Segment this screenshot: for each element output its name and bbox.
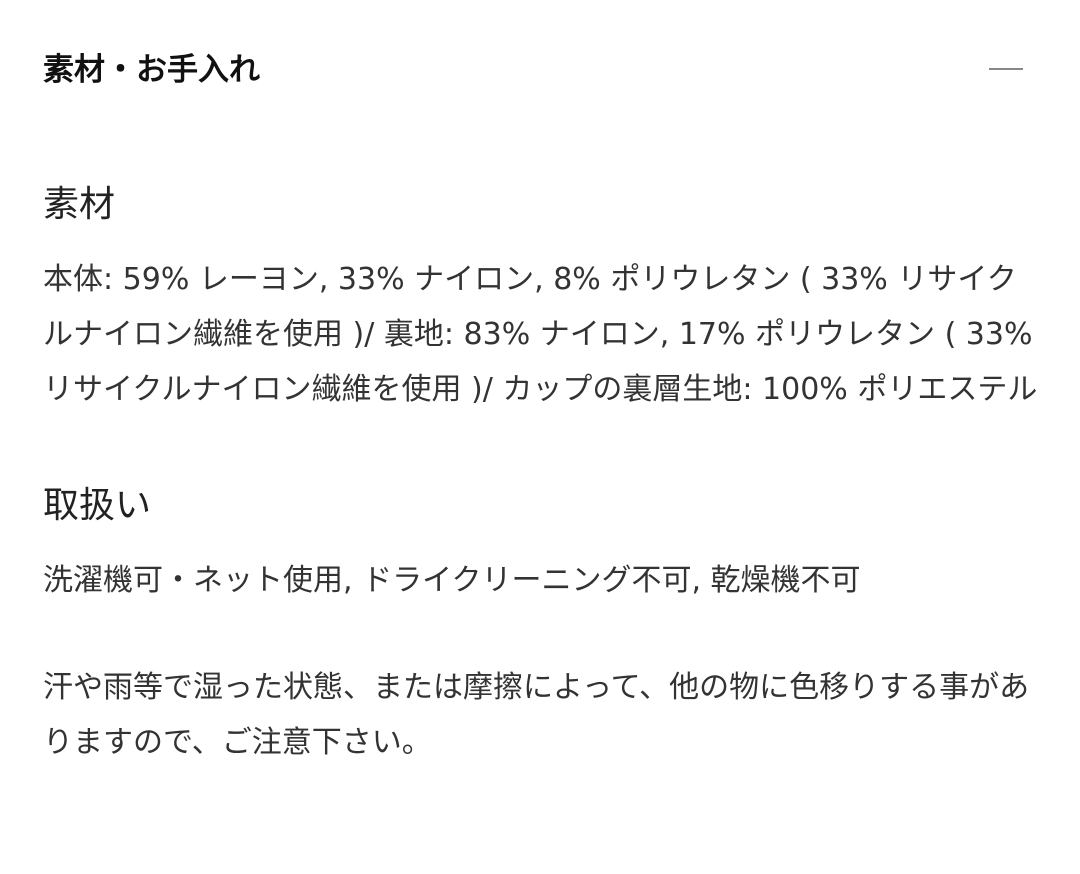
care-note: 汗や雨等で湿った状態、または摩擦によって、他の物に色移りする事がありますので、ご…	[43, 670, 1030, 760]
minus-icon[interactable]	[989, 68, 1023, 70]
section-title: 素材・お手入れ	[43, 52, 260, 88]
material-text: 本体: 59% レーヨン, 33% ナイロン, 8% ポリウレタン ( 33% …	[43, 262, 1038, 407]
material-heading: 素材	[43, 184, 116, 225]
section-header[interactable]: 素材・お手入れ	[43, 48, 1037, 98]
section-content: 素材 本体: 59% レーヨン, 33% ナイロン, 8% ポリウレタン ( 3…	[43, 178, 1038, 770]
care-heading: 取扱い	[43, 485, 152, 526]
care-text: 洗濯機可・ネット使用, ドライクリーニング不可, 乾燥機不可	[43, 563, 861, 598]
